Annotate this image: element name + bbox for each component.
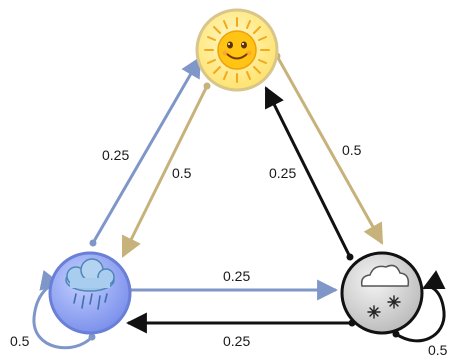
edge-snow-to-sun-start-dot bbox=[346, 253, 354, 261]
label-rain-to-snow: 0.25 bbox=[223, 268, 250, 284]
edge-snow-self-loop bbox=[395, 270, 446, 343]
edge-rain-self-loop bbox=[32, 270, 94, 350]
rain-cloud-icon bbox=[65, 258, 115, 310]
node-rain bbox=[48, 251, 132, 335]
edge-rain-to-sun bbox=[91, 56, 202, 244]
edge-sun-to-rain-start-dot bbox=[203, 82, 211, 90]
edge-sun-to-snow bbox=[275, 55, 384, 245]
label-snow-self: 0.5 bbox=[428, 342, 448, 358]
label-snow-to-rain: 0.25 bbox=[223, 333, 250, 349]
snow-cloud-icon bbox=[360, 264, 410, 319]
node-snow-circle bbox=[340, 251, 424, 335]
label-rain-to-sun: 0.25 bbox=[102, 147, 129, 163]
node-sun bbox=[195, 8, 279, 92]
label-sun-to-rain: 0.5 bbox=[172, 165, 192, 181]
sun-face-icon bbox=[204, 17, 270, 83]
label-snow-to-sun: 0.25 bbox=[269, 165, 296, 181]
edge-rain-self-loop-start-dot bbox=[88, 333, 96, 341]
edge-sun-to-rain bbox=[121, 85, 209, 258]
edge-rain-to-sun-start-dot bbox=[89, 239, 97, 247]
label-sun-to-snow: 0.5 bbox=[342, 142, 362, 158]
node-snow bbox=[340, 251, 424, 335]
edge-snow-to-sun bbox=[264, 86, 352, 258]
label-rain-self: 0.5 bbox=[10, 333, 30, 349]
